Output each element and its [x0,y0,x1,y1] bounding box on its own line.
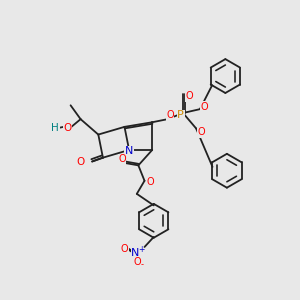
Text: O: O [121,244,128,254]
Text: N: N [131,248,140,258]
Text: O: O [63,123,72,133]
Text: O: O [166,110,174,120]
Text: P: P [177,110,184,120]
Text: O: O [118,154,126,164]
Text: -: - [141,260,144,269]
Text: H: H [51,123,59,134]
Text: O: O [147,177,154,187]
Text: +: + [138,245,145,254]
Text: O: O [134,257,141,267]
Text: O: O [201,102,208,112]
Text: N: N [125,146,133,157]
Text: O: O [76,157,85,166]
Text: O: O [185,91,193,101]
Text: O: O [198,127,205,137]
